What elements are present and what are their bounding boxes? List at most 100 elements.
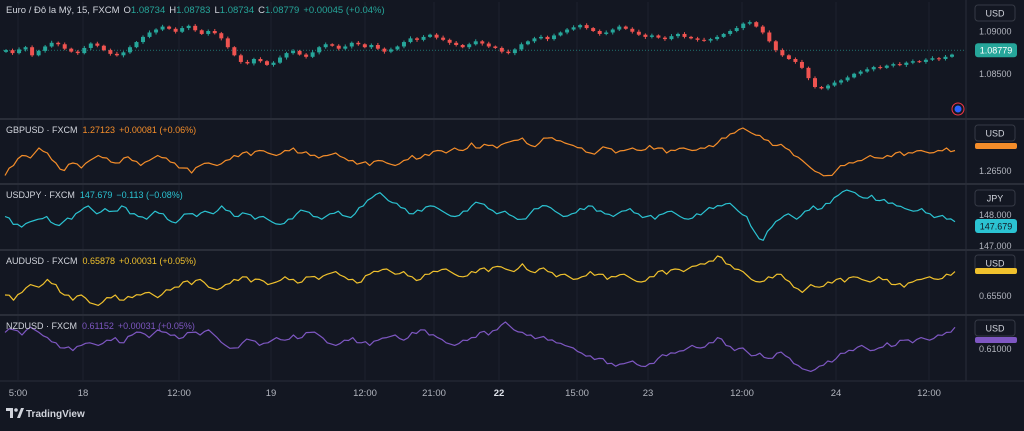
candle-body (375, 45, 380, 49)
candle-body (728, 31, 733, 34)
candle-body (232, 47, 237, 56)
candle-body (747, 22, 752, 24)
currency-label-4-box (974, 319, 1016, 337)
candle-body (75, 51, 80, 54)
candle-body (127, 47, 132, 53)
candle-body (193, 25, 198, 31)
candle-body (558, 32, 563, 36)
candle-body (917, 61, 922, 63)
low-value: 1.08734 (220, 5, 254, 16)
candle-body (284, 53, 289, 58)
candle-body (617, 26, 622, 30)
time-axis-label: 5:00 (9, 388, 28, 399)
candle-body (865, 69, 870, 72)
candle-body (428, 34, 433, 37)
candle-body (467, 44, 472, 48)
candle-body (904, 62, 909, 65)
series-line-1 (4, 127, 956, 177)
candle-body (891, 64, 896, 66)
time-axis-label: 12:00 (730, 388, 754, 399)
open-value: 1.08734 (131, 5, 165, 16)
candle-body (754, 22, 759, 27)
candle-body (212, 31, 217, 34)
candle-body (447, 39, 452, 43)
candle-body (943, 56, 948, 59)
candle-body (291, 50, 296, 54)
candle-body (597, 31, 602, 34)
candle-body (845, 77, 850, 81)
candle-body (49, 42, 54, 47)
candle-body (473, 41, 478, 45)
legend-price-2: 147.679 (80, 190, 113, 200)
candle-body (147, 32, 152, 37)
time-axis-label: 12:00 (353, 388, 377, 399)
candle-body (238, 55, 243, 62)
candle-body (832, 82, 837, 86)
grid-lines (17, 2, 930, 380)
candle-body (401, 42, 406, 47)
candle-body (584, 25, 589, 29)
candle-body (532, 38, 537, 42)
candle-body (649, 35, 654, 37)
candle-body (819, 86, 824, 89)
candle-body (362, 44, 367, 48)
tradingview-logo-dot (14, 408, 18, 412)
settings-gear-icon-center (954, 105, 962, 113)
series-line-3 (4, 255, 956, 306)
candle-body (271, 62, 276, 65)
candle-body (330, 44, 335, 46)
high-value: 1.08783 (176, 5, 210, 16)
candle-body (630, 28, 635, 32)
candle-body (349, 42, 354, 47)
currency-label-2-box (974, 189, 1016, 207)
candle-body (317, 47, 322, 53)
last-price-marker-3 (975, 268, 1017, 274)
tick-label-3: 0.65500 (979, 291, 1012, 301)
candle-body (910, 61, 915, 63)
candle-body (167, 26, 172, 29)
candle-body (297, 50, 302, 55)
candle-body (499, 47, 504, 52)
legend-3: AUDUSD · FXCM 0.65878 +0.00031 (+0.05%) (6, 256, 196, 266)
candle-body (180, 28, 185, 32)
candle-body (604, 32, 609, 34)
legend-1: GBPUSD · FXCM 1.27123 +0.00081 (+0.06%) (6, 125, 196, 135)
candle-body (480, 41, 485, 44)
legend-change-2: −0.113 (−0.08%) (116, 190, 182, 200)
close-label: C (258, 5, 265, 16)
time-axis-label: 15:00 (565, 388, 589, 399)
candle-body (454, 42, 459, 46)
legend-2: USDJPY · FXCM 147.679 −0.113 (−0.08%) (6, 190, 183, 200)
currency-label-2: JPY (987, 194, 1004, 204)
time-axis-label: 18 (78, 388, 89, 399)
candle-body (923, 59, 928, 62)
legend-name-1: GBPUSD · FXCM (6, 125, 78, 135)
last-price-label-2: 147.679 (980, 222, 1013, 232)
candle-body (871, 67, 876, 70)
candle-body (441, 37, 446, 40)
candle-body (493, 46, 498, 48)
legend-name-3: AUDUSD · FXCM (6, 256, 78, 266)
open-label: O (124, 5, 131, 16)
candle-body (82, 47, 87, 54)
tick-label-2: 148.000 (979, 210, 1012, 220)
tick-label-1: 1.26500 (979, 166, 1012, 176)
tradingview-logo-slash (17, 408, 24, 418)
candle-body (415, 38, 420, 40)
candle-body (382, 48, 387, 52)
candle-body (343, 46, 348, 49)
legend-4: NZDUSD · FXCM 0.61152 +0.00031 (+0.05%) (6, 321, 195, 331)
candle-body (669, 36, 674, 40)
candle-body (121, 52, 126, 56)
candle-body (552, 35, 557, 40)
candle-body (434, 34, 439, 38)
eurusd-tick-label: 1.08500 (979, 69, 1012, 79)
candle-body (141, 36, 146, 43)
candle-body (780, 50, 785, 56)
candle-body (708, 39, 713, 41)
candle-body (858, 71, 863, 74)
time-axis: 5:00 18 12:00 19 12:00 21:00 22 15:00 23 12:00 24 1… (9, 388, 941, 399)
eurusd-currency-label: USD (985, 9, 1005, 19)
